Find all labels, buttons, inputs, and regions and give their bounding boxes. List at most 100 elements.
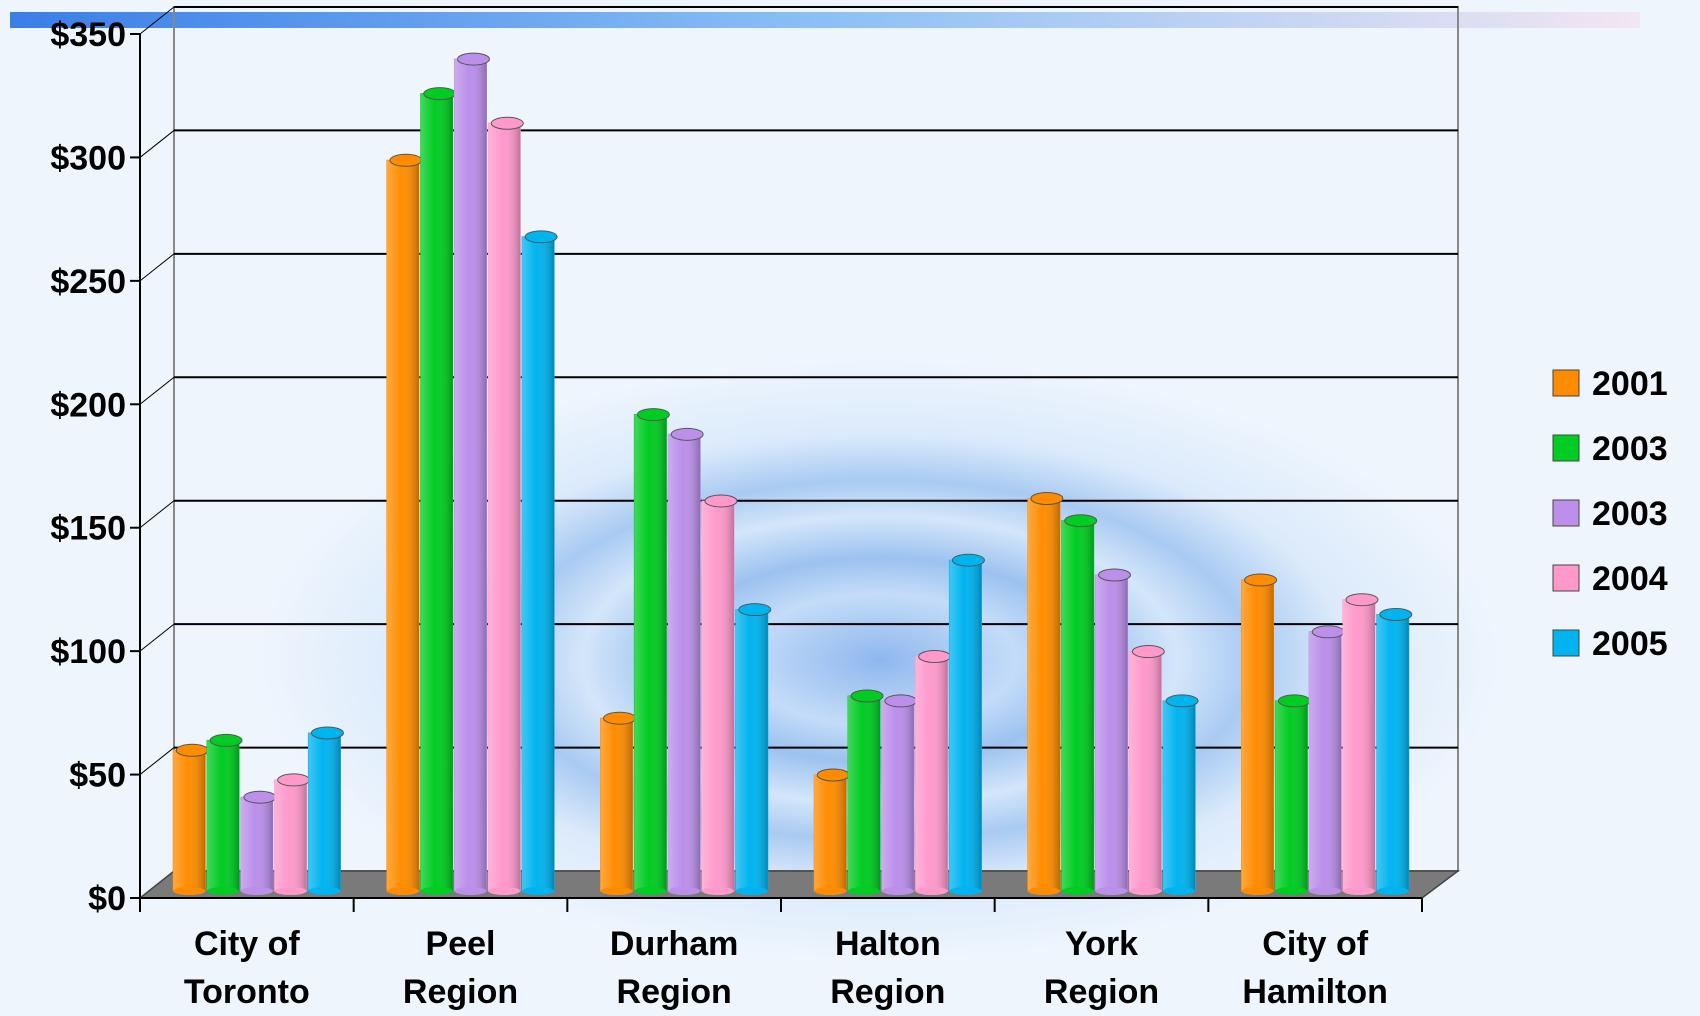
bar-shade [308, 733, 341, 891]
bar-shade [949, 560, 982, 891]
bar-foot [814, 887, 847, 895]
bar-shade [522, 236, 555, 892]
grid-side [139, 747, 175, 775]
bar-foot [454, 887, 487, 895]
bar-cap [1098, 568, 1131, 582]
x-tick-label: City of Hamilton [1242, 925, 1388, 1011]
bar-shade [1241, 579, 1274, 891]
legend-label: 2003 [1592, 495, 1668, 533]
bar-shade [668, 434, 701, 891]
y-tick-label: $150 [50, 510, 126, 548]
bar-cap [670, 427, 704, 441]
bar-cap [1244, 573, 1278, 587]
bar-foot [668, 887, 701, 895]
x-tick-label: York Region [1043, 925, 1160, 1011]
bar-shade [1163, 700, 1196, 891]
y-tick-label: $300 [50, 139, 126, 177]
bar-foot [1129, 887, 1162, 895]
bar-foot [240, 887, 273, 895]
bar-foot [701, 887, 734, 895]
x-tick-label: Peel Region [402, 925, 519, 1011]
bar-foot [207, 887, 240, 895]
bar-shade [814, 774, 847, 891]
bar-shade [420, 93, 453, 891]
bar-shade [488, 123, 521, 891]
bar-shade [881, 700, 914, 891]
bar-shade [1275, 700, 1308, 891]
bar-foot [488, 887, 521, 895]
bar-foot [915, 887, 948, 895]
bar-foot [308, 887, 341, 895]
bar-cap [277, 773, 311, 787]
grid-side [139, 376, 175, 405]
bar-foot [848, 887, 881, 895]
y-tick-label: $200 [50, 386, 126, 424]
bar-cap [389, 153, 423, 167]
bar-foot [1095, 887, 1128, 895]
grid-side [139, 623, 175, 652]
bar-shade [1061, 520, 1094, 891]
bar-cap [490, 116, 524, 130]
bar-cap [1311, 625, 1345, 639]
bar-cap [1064, 514, 1098, 528]
bar-foot [1027, 887, 1060, 895]
bar-shade [1129, 651, 1162, 891]
y-tick-label: $350 [50, 16, 126, 54]
bar-shade [1376, 614, 1409, 891]
x-tick-label: Halton Region [830, 925, 946, 1011]
y-tick-label: $100 [50, 633, 126, 671]
bar-shade [1027, 498, 1060, 891]
bar-foot [1275, 887, 1308, 895]
bar-shade [634, 414, 667, 891]
bar-cap [1345, 593, 1379, 607]
bar-foot [274, 887, 307, 895]
bar-shade [1342, 599, 1375, 891]
bar-foot [881, 887, 914, 895]
bar-foot [735, 887, 768, 895]
grid-side [139, 253, 175, 282]
bar-foot [1061, 887, 1094, 895]
bar-cap [1277, 694, 1311, 708]
bar-foot [522, 887, 555, 895]
bar-shade [1309, 631, 1342, 891]
bar-foot [600, 887, 633, 895]
bar-cap [423, 87, 457, 101]
bar-foot [634, 887, 667, 895]
bar-cap [243, 790, 277, 804]
legend-swatch [1552, 369, 1580, 397]
bar-cap [738, 603, 772, 617]
bar-shade [274, 779, 307, 891]
bar-shade [848, 695, 881, 891]
bar-cap [816, 768, 850, 782]
bar-foot [1241, 887, 1274, 895]
bar-shade [207, 740, 240, 891]
bar-foot [1376, 887, 1409, 895]
bar-foot [1309, 887, 1342, 895]
legend-label: 2003 [1592, 430, 1668, 468]
header-band [10, 12, 1640, 28]
bar-cap [1131, 645, 1165, 659]
bar-shade [735, 609, 768, 891]
bar-cap [603, 711, 637, 725]
bar-cap [850, 689, 884, 703]
bar-cap [918, 649, 952, 663]
bar-shade [701, 500, 734, 891]
bar-cap [1165, 694, 1199, 708]
bar-cap [310, 726, 344, 740]
bar-cap [884, 694, 918, 708]
bar-cap [524, 230, 558, 244]
bar-cap [636, 408, 670, 422]
bar-cap [457, 52, 490, 66]
y-tick-label: $0 [88, 880, 126, 918]
bar-foot [1163, 887, 1196, 895]
y-tick-label: $250 [50, 263, 126, 301]
bar-foot [420, 887, 453, 895]
bar-cap [704, 494, 738, 508]
legend-label: 2005 [1592, 625, 1668, 663]
legend-swatch [1552, 629, 1580, 657]
bar-cap [951, 553, 985, 567]
legend-label: 2004 [1592, 560, 1668, 598]
bar-shade [240, 797, 273, 891]
bar-cap [209, 733, 243, 747]
